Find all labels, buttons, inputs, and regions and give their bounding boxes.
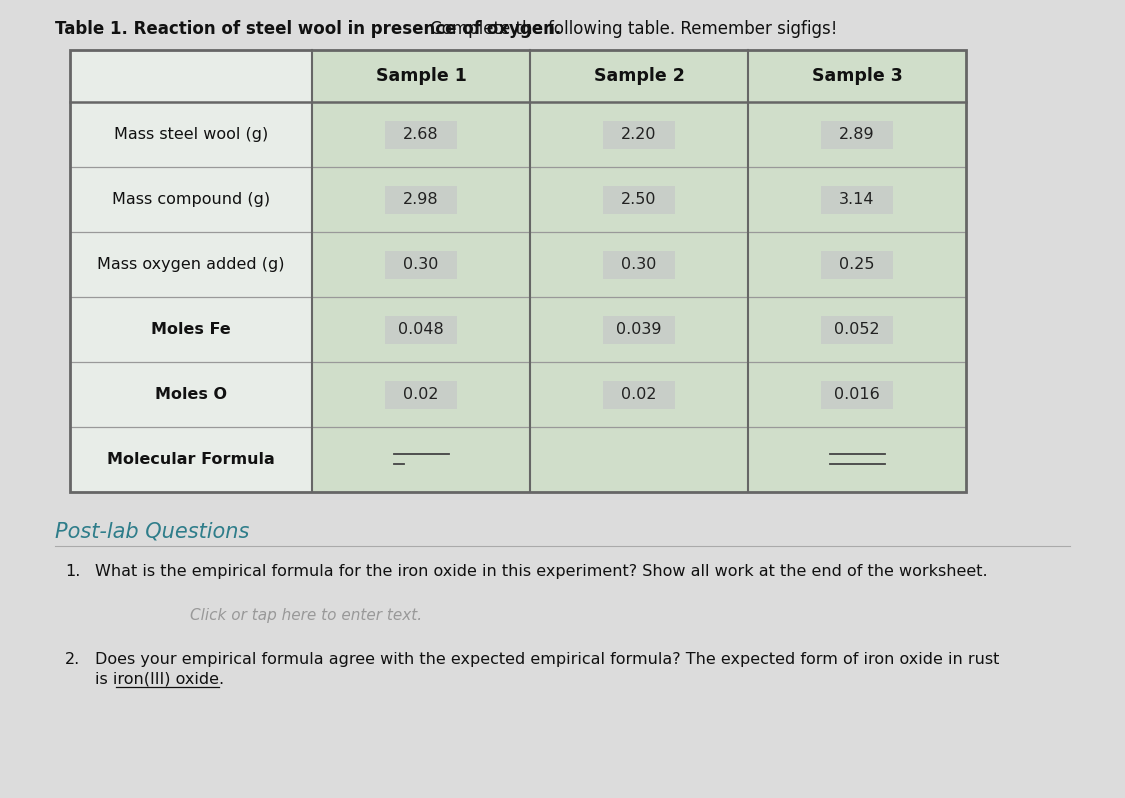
Text: 0.25: 0.25 [839,257,875,272]
Bar [385,381,457,409]
Text: Table 1. Reaction of steel wool in presence of oxygen.: Table 1. Reaction of steel wool in prese… [55,20,561,38]
Bar [312,167,530,232]
Text: 0.02: 0.02 [403,387,439,402]
Text: is iron(III) oxide.: is iron(III) oxide. [94,672,224,687]
Text: Moles Fe: Moles Fe [151,322,231,337]
Bar [312,102,530,167]
Text: 1.: 1. [65,564,80,579]
Text: 0.052: 0.052 [835,322,880,337]
Text: Sample 3: Sample 3 [811,67,902,85]
Bar [70,297,312,362]
Text: Does your empirical formula agree with the expected empirical formula? The expec: Does your empirical formula agree with t… [94,652,999,667]
Text: 0.30: 0.30 [404,257,439,272]
Bar [821,251,893,279]
Bar [530,167,748,232]
Bar [312,232,530,297]
Bar [70,232,312,297]
Bar [603,315,675,343]
Text: Mass steel wool (g): Mass steel wool (g) [114,127,268,142]
Text: 2.68: 2.68 [403,127,439,142]
Bar [530,50,748,102]
Bar [748,167,966,232]
Bar [385,185,457,214]
Bar [530,102,748,167]
Text: Complete the following table. Remember sigfigs!: Complete the following table. Remember s… [425,20,837,38]
Text: What is the empirical formula for the iron oxide in this experiment? Show all wo: What is the empirical formula for the ir… [94,564,988,579]
Text: Molecular Formula: Molecular Formula [107,452,274,467]
Bar [821,120,893,148]
Text: 0.016: 0.016 [834,387,880,402]
Bar [385,120,457,148]
Bar [530,427,748,492]
Bar [748,102,966,167]
Text: Post-lab Questions: Post-lab Questions [55,522,250,542]
Text: 2.50: 2.50 [621,192,657,207]
Bar [748,362,966,427]
Bar [821,185,893,214]
Bar [70,427,312,492]
Bar [70,50,966,492]
Text: Moles O: Moles O [155,387,227,402]
Bar [821,315,893,343]
Bar [603,185,675,214]
Text: 0.30: 0.30 [621,257,657,272]
Text: 3.14: 3.14 [839,192,875,207]
Bar [821,381,893,409]
Bar [70,50,312,102]
Bar [748,50,966,102]
Bar [603,251,675,279]
Text: Click or tap here to enter text.: Click or tap here to enter text. [190,608,422,623]
Bar [748,427,966,492]
Bar [603,381,675,409]
Bar [312,50,530,102]
Bar [70,167,312,232]
Text: Mass compound (g): Mass compound (g) [112,192,270,207]
Text: 0.048: 0.048 [398,322,444,337]
Bar [70,362,312,427]
Text: 0.039: 0.039 [616,322,661,337]
Text: 2.: 2. [65,652,80,667]
Bar [530,232,748,297]
Bar [748,232,966,297]
Bar [385,315,457,343]
Bar [530,297,748,362]
Text: 2.20: 2.20 [621,127,657,142]
Bar [70,102,312,167]
Bar [312,297,530,362]
Text: Sample 2: Sample 2 [594,67,684,85]
Text: 0.02: 0.02 [621,387,657,402]
Text: 2.98: 2.98 [403,192,439,207]
Text: 2.89: 2.89 [839,127,875,142]
Bar [312,362,530,427]
Text: Mass oxygen added (g): Mass oxygen added (g) [97,257,285,272]
Bar [530,362,748,427]
Bar [748,297,966,362]
Text: Sample 1: Sample 1 [376,67,467,85]
Bar [385,251,457,279]
Bar [312,427,530,492]
Bar [603,120,675,148]
